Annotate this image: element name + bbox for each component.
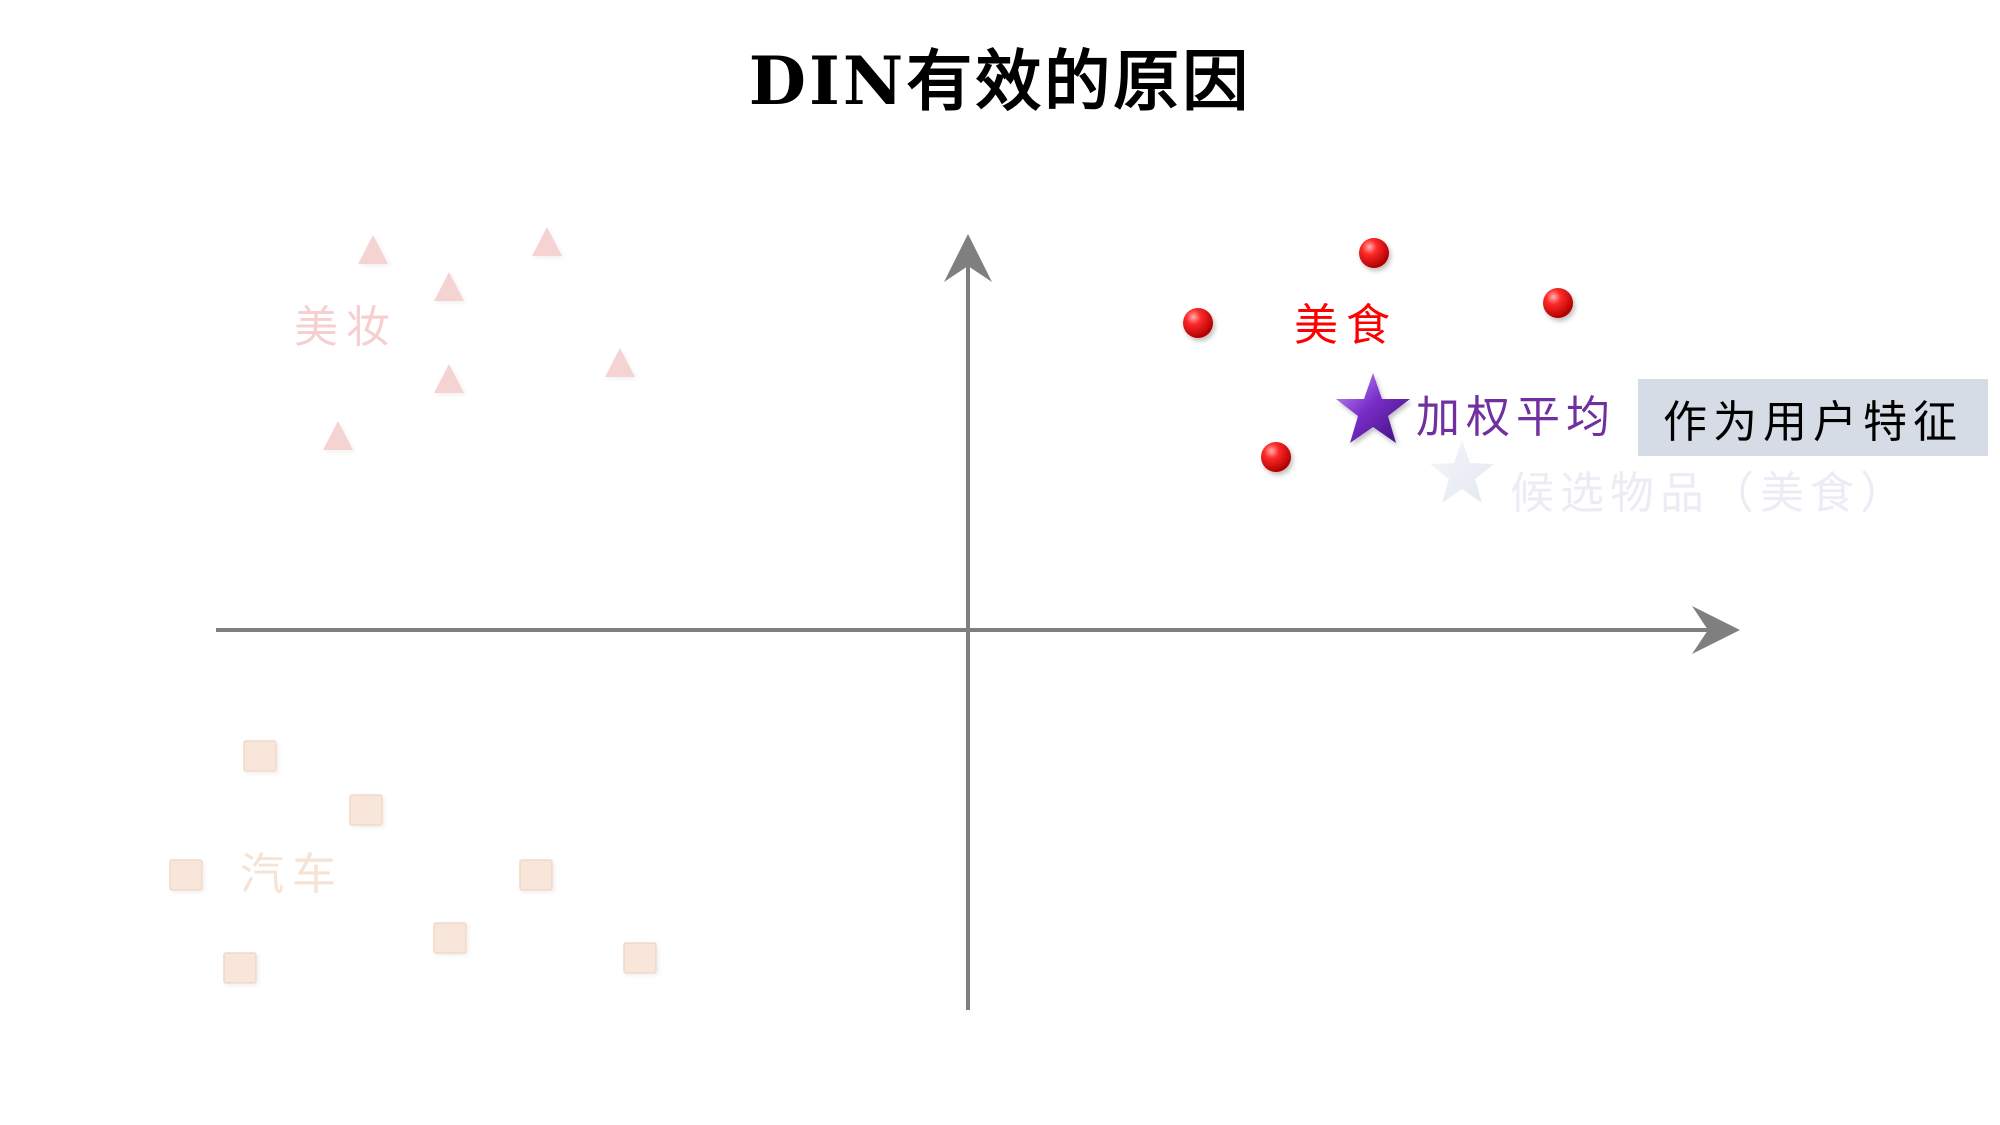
makeup-triangle-1	[358, 235, 388, 264]
car-square-1	[244, 741, 276, 771]
makeup-triangle-6	[323, 421, 353, 450]
makeup-triangle-3	[434, 272, 464, 301]
user-feature-box: 作为用户特征	[1638, 379, 1988, 456]
car-square-4	[520, 860, 552, 890]
makeup-triangle-5	[434, 364, 464, 393]
makeup-triangle-2	[532, 227, 562, 256]
car-square-3	[170, 860, 202, 890]
car-label: 汽车	[240, 853, 344, 897]
car-square-5	[434, 923, 466, 953]
candidate-item-label: 候选物品（美食）	[1510, 472, 1910, 516]
weighted-average-star-icon	[1336, 373, 1410, 443]
makeup-label: 美妆	[294, 306, 398, 350]
weighted-average-label: 加权平均	[1416, 396, 1616, 440]
car-square-7	[624, 943, 656, 973]
food-label: 美食	[1294, 304, 1398, 348]
car-square-6	[224, 953, 256, 983]
food-ball-1	[1359, 238, 1389, 268]
makeup-triangle-4	[605, 348, 635, 377]
car-square-2	[350, 795, 382, 825]
food-ball-4	[1261, 442, 1291, 472]
food-ball-3	[1543, 288, 1573, 318]
food-ball-2	[1183, 308, 1213, 338]
candidate-star-icon	[1430, 440, 1494, 503]
